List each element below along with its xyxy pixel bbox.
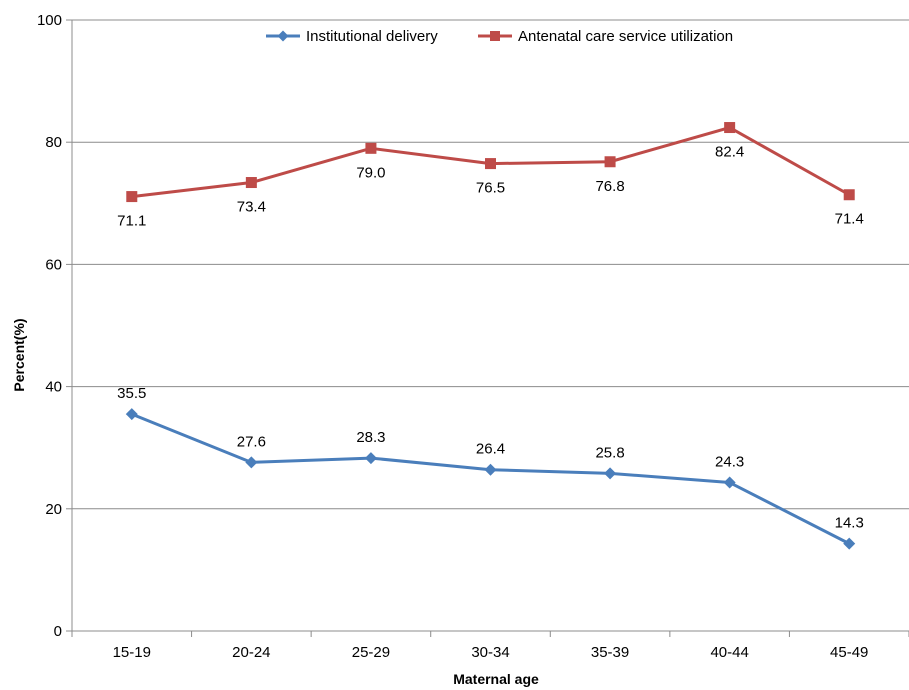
data-point-marker [843,189,855,201]
data-point-marker [604,156,616,168]
data-label: 26.4 [476,441,505,458]
data-label: 71.1 [117,213,146,230]
x-tick-label: 35-39 [591,644,629,661]
y-tick-label: 0 [54,623,62,640]
gridlines [72,19,909,510]
y-tick-label: 80 [45,134,62,151]
data-label: 76.8 [595,178,624,195]
y-tick-label: 20 [45,501,62,518]
legend-item-institutional-delivery: Institutional delivery [266,28,438,45]
data-point-marker [724,122,736,134]
data-label: 73.4 [237,199,266,216]
series-group [125,122,856,550]
x-axis-title: Maternal age [453,671,539,687]
data-label: 27.6 [237,433,266,450]
data-label: 79.0 [356,164,385,181]
legend-marker [490,31,500,41]
data-point-marker [245,177,257,189]
x-tick-label: 15-19 [113,644,151,661]
legend-label: Institutional delivery [306,28,438,45]
data-label: 82.4 [715,144,744,161]
axes: 0 20 40 60 80 100 15-19 20-24 25-29 30-34 35-39 40-… [37,12,909,661]
x-tick-label: 40-44 [710,644,748,661]
y-tick-label: 60 [45,256,62,273]
legend: Institutional delivery Antenatal care ser… [266,28,733,45]
series-antenatal-care [126,122,855,203]
data-point-marker [364,452,377,465]
data-point-marker [485,158,496,170]
x-tick-label: 20-24 [232,644,270,661]
data-point-marker [245,456,258,469]
data-label: 35.5 [117,385,146,402]
legend-marker [277,30,289,42]
x-tick-label: 30-34 [471,644,509,661]
data-point-marker [126,191,138,203]
data-point-marker [604,467,617,480]
data-label: 24.3 [715,454,744,471]
data-point-marker [843,537,856,550]
y-axis-title: Percent(%) [11,318,27,391]
y-tick-label: 40 [45,379,62,396]
data-label: 71.4 [835,211,864,228]
data-label: 28.3 [356,429,385,446]
data-label: 14.3 [835,515,864,532]
y-tick-label: 100 [37,12,62,29]
series-institutional-delivery [125,408,856,550]
data-point-marker [125,408,138,421]
data-point-marker [365,142,377,154]
data-labels: 35.5 27.6 28.3 26.4 25.8 24.3 14.3 71.1 73.4 79.0… [117,144,864,532]
legend-label: Antenatal care service utilization [518,28,733,45]
data-point-marker [723,476,736,489]
data-point-marker [484,463,497,476]
data-label: 25.8 [595,444,624,461]
legend-item-antenatal-care: Antenatal care service utilization [478,28,733,45]
x-tick-label: 45-49 [830,644,868,661]
data-label: 76.5 [476,180,505,197]
x-tick-label: 25-29 [352,644,390,661]
